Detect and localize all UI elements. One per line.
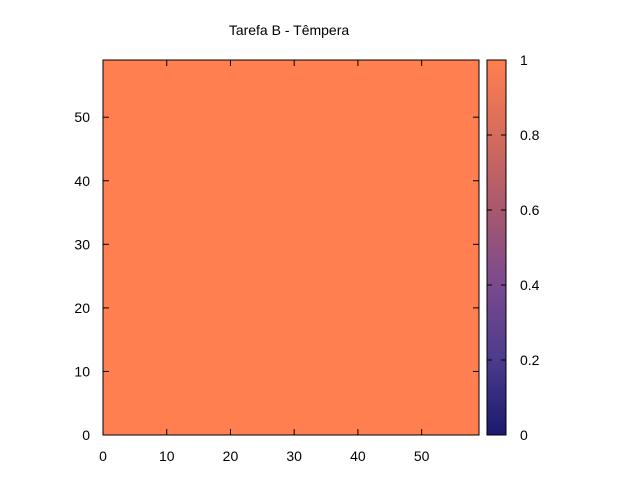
colorbar-tick-label: 1 <box>520 52 528 68</box>
y-tick-label: 10 <box>74 363 90 379</box>
y-tick-label: 0 <box>82 427 90 443</box>
colorbar-border <box>486 59 507 436</box>
x-tick-label: 40 <box>350 448 366 464</box>
colorbar-gradient <box>487 60 506 435</box>
plot-region <box>102 59 480 436</box>
colorbar-tick-label: 0.6 <box>520 202 540 218</box>
colorbar-tick-label: 0.2 <box>520 352 540 368</box>
y-tick-label: 30 <box>74 236 90 252</box>
x-axis: 0 10 20 30 40 50 <box>99 60 430 464</box>
x-tick-label: 30 <box>286 448 302 464</box>
x-tick-label: 50 <box>414 448 430 464</box>
heatmap-cells <box>103 60 479 435</box>
plot-border <box>102 59 480 436</box>
y-tick-label: 50 <box>74 109 90 125</box>
colorbar-tick-label: 0.4 <box>520 277 540 293</box>
y-tick-label: 20 <box>74 300 90 316</box>
y-axis: 0 10 20 30 40 50 <box>74 109 479 443</box>
y-tick-label: 40 <box>74 173 90 189</box>
chart-title: Tarefa B - Têmpera <box>229 22 350 38</box>
x-tick-label: 10 <box>159 448 175 464</box>
colorbar: 0 0.2 0.4 0.6 0.8 1 <box>486 52 540 443</box>
x-tick-label: 0 <box>99 448 107 464</box>
x-tick-label: 20 <box>223 448 239 464</box>
colorbar-tick-label: 0 <box>520 427 528 443</box>
colorbar-tick-label: 0.8 <box>520 127 540 143</box>
